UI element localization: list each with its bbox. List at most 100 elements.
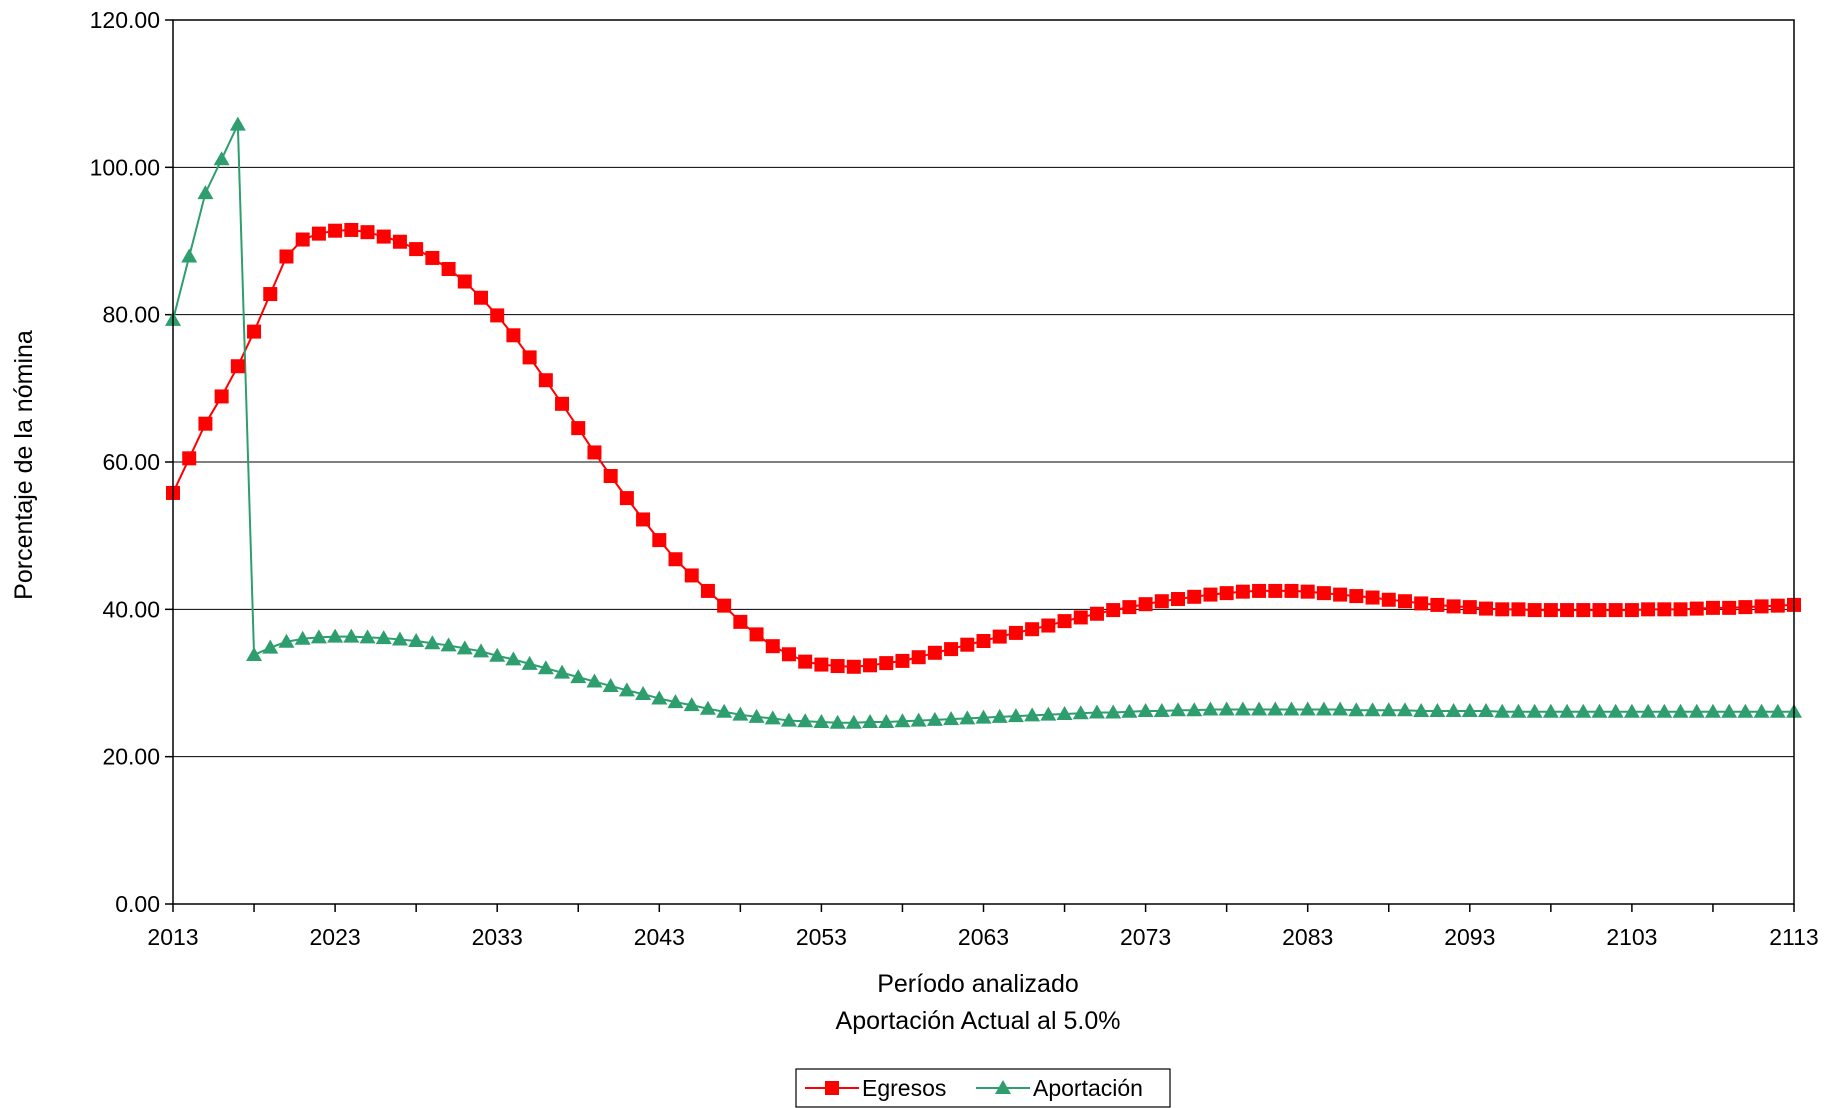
egresos-point: [1397, 594, 1412, 609]
x-tick-label: 2103: [1606, 924, 1657, 950]
x-tick-label: 2043: [634, 924, 685, 950]
egresos-point: [328, 223, 343, 238]
aportacion-point: [1640, 703, 1657, 718]
aportacion-point: [1332, 701, 1349, 716]
aportacion-point: [1040, 706, 1057, 721]
aportacion-point: [537, 660, 554, 675]
egresos-point: [1219, 586, 1234, 601]
x-axis-ticks: [172, 904, 1795, 912]
aportacion-point: [1056, 705, 1073, 720]
egresos-point: [1154, 594, 1169, 609]
egresos-point: [344, 222, 359, 237]
aportacion-point: [1445, 702, 1462, 717]
grid-lines: [165, 19, 1794, 905]
aportacion-point: [489, 647, 506, 662]
aportacion-point: [197, 185, 214, 200]
aportacion-point: [959, 710, 976, 725]
aportacion-point: [181, 248, 198, 263]
egresos-point: [1560, 603, 1575, 618]
aportacion-point: [1137, 702, 1154, 717]
aportacion-point: [359, 629, 376, 644]
x-tick-label: 2033: [472, 924, 523, 950]
egresos-point: [1705, 600, 1720, 615]
egresos-point: [409, 242, 424, 257]
aportacion-point: [1315, 701, 1332, 716]
y-tick-label: 40.00: [102, 596, 160, 622]
y-tick-label: 0.00: [115, 891, 160, 917]
aportacion-point: [424, 635, 441, 650]
aportacion-point: [1186, 702, 1203, 717]
egresos-point: [473, 290, 488, 305]
egresos-point: [992, 629, 1007, 644]
aportacion-point: [748, 708, 765, 723]
egresos-point: [1576, 603, 1591, 618]
egresos-point: [1722, 600, 1737, 615]
y-tick-label: 80.00: [102, 302, 160, 328]
egresos-point: [182, 451, 197, 466]
aportacion-point: [764, 710, 781, 725]
aportacion-point: [618, 682, 635, 697]
aportacion-point: [699, 700, 716, 715]
aportacion-point: [375, 630, 392, 645]
egresos-point: [944, 642, 959, 657]
aportacion-point: [635, 686, 652, 701]
aportacion-point: [797, 713, 814, 728]
aportacion-point: [602, 677, 619, 692]
egresos-point: [1414, 596, 1429, 611]
aportacion-point: [1607, 703, 1624, 718]
x-tick-label: 2023: [310, 924, 361, 950]
aportacion-point: [1721, 703, 1738, 718]
egresos-point: [1495, 602, 1510, 617]
aportacion-point: [1380, 702, 1397, 717]
aportacion-point: [294, 630, 311, 645]
egresos-point: [1365, 590, 1380, 605]
aportacion-point: [1121, 703, 1138, 718]
y-axis-tick-labels: 0.00 20.00 40.00 60.00 80.00 100.00 120.00: [90, 7, 160, 917]
aportacion-point: [1575, 703, 1592, 718]
aportacion-point: [246, 647, 263, 662]
egresos-point: [603, 468, 618, 483]
egresos-point: [360, 225, 375, 240]
aportacion-point: [1737, 703, 1754, 718]
egresos-point: [263, 287, 278, 302]
aportacion-point: [586, 673, 603, 688]
egresos-point: [1479, 601, 1494, 616]
egresos-point: [1446, 599, 1461, 614]
aportacion-point: [456, 640, 473, 655]
aportacion-point: [1704, 703, 1721, 718]
egresos-point: [652, 533, 667, 548]
aportacion-point: [391, 631, 408, 646]
aportacion-point: [1364, 702, 1381, 717]
aportacion-point: [1494, 703, 1511, 718]
egresos-point: [587, 445, 602, 460]
aportacion-point: [1396, 702, 1413, 717]
aportacion-point: [1153, 702, 1170, 717]
aportacion-point: [1413, 702, 1430, 717]
egresos-point: [1349, 589, 1364, 604]
aportacion-point: [1559, 703, 1576, 718]
aportacion-point: [1007, 708, 1024, 723]
x-tick-label: 2093: [1444, 924, 1495, 950]
egresos-point: [830, 659, 845, 674]
aportacion-point: [1623, 703, 1640, 718]
aportacion-point: [310, 629, 327, 644]
aportacion-point: [1267, 701, 1284, 716]
egresos-point: [279, 249, 294, 264]
aportacion-point: [1526, 703, 1543, 718]
egresos-point: [1089, 606, 1104, 621]
aportacion-point: [926, 711, 943, 726]
aportacion-point: [1348, 702, 1365, 717]
y-tick-label: 100.00: [90, 154, 160, 180]
aportacion-point: [521, 655, 538, 670]
egresos-point: [636, 512, 651, 527]
aportacion-point: [716, 703, 733, 718]
egresos-point: [1511, 602, 1526, 617]
aportacion-point: [1510, 703, 1527, 718]
egresos-point: [1025, 622, 1040, 637]
egresos-point: [1543, 603, 1558, 618]
egresos-point: [1203, 587, 1218, 602]
legend-egresos-marker: [825, 1081, 839, 1095]
egresos-point: [911, 650, 926, 665]
aportacion-point: [975, 709, 992, 724]
